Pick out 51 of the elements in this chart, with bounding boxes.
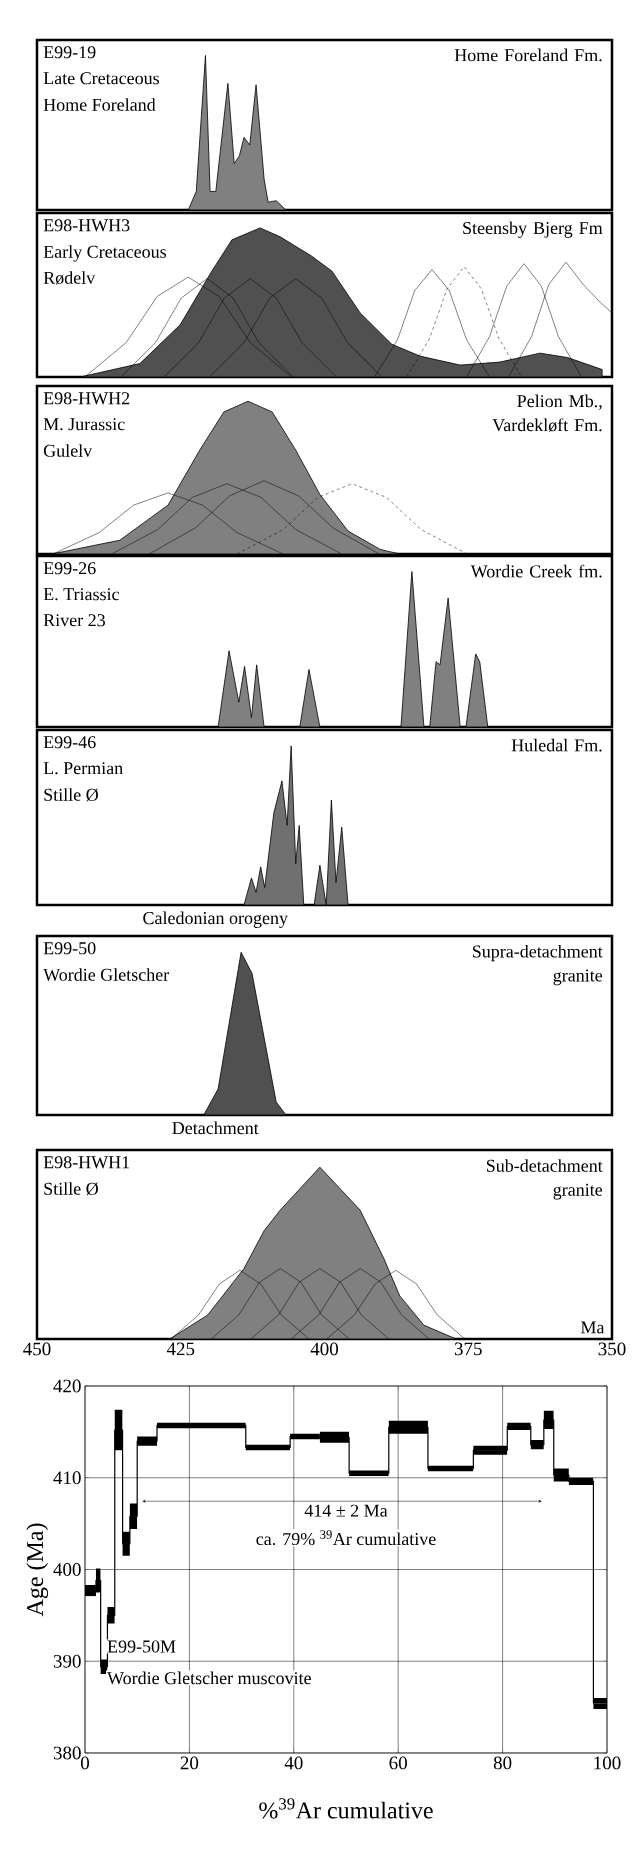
x-tick-label: 350 — [598, 1342, 626, 1356]
annotation: E99-50 — [43, 942, 96, 955]
y-tick-label: 390 — [53, 1654, 81, 1668]
x-tick-label: 40 — [284, 1756, 303, 1770]
chart-title: Pelion Mb., Vardekløft Fm. — [492, 394, 602, 432]
chart-title: Supra-detachment granite — [472, 944, 603, 986]
annotation: E99-46 — [43, 736, 96, 749]
chart-title: Home Foreland Fm. — [454, 48, 602, 62]
x-axis-title: Ma — [580, 1321, 605, 1334]
annotation: Late Cretaceous — [43, 72, 159, 85]
annotation: ca. 79% $^{39}$Ar cumulative — [256, 1530, 436, 1546]
annotation: Stille Ø — [44, 788, 98, 802]
annotation: Gulelv — [43, 444, 93, 457]
annotation: E98-HWH2 — [43, 392, 130, 405]
annotation: E99-26 — [43, 562, 96, 575]
annotation: L. Permian — [43, 762, 123, 775]
annotation: Home Foreland — [43, 98, 156, 111]
annotation: Wordie Gletscher muscovite — [107, 1671, 311, 1685]
y-tick-label: 400 — [53, 1563, 81, 1576]
x-tick-label: 20 — [180, 1756, 199, 1770]
x-tick-label: 450 — [23, 1342, 51, 1356]
x-axis-title: %$^{39}$Ar cumulative — [259, 1798, 433, 1819]
annotation: E99-19 — [43, 46, 96, 59]
annotation: E98-HWH1 — [43, 1156, 130, 1169]
chart-title: Wordie Creek fm. — [470, 564, 602, 578]
y-tick-label: 380 — [53, 1746, 81, 1760]
x-tick-label: 100 — [594, 1756, 621, 1770]
annotation: River 23 — [43, 614, 105, 627]
annotation: Early Cretaceous — [43, 245, 166, 262]
y-tick-label: 410 — [53, 1471, 81, 1485]
y-tick-label: 420 — [53, 1379, 81, 1393]
annotation: E98-HWH3 — [43, 219, 130, 232]
x-tick-label: 425 — [166, 1342, 195, 1356]
chart-title: Sub-detachment granite — [486, 1159, 603, 1200]
chart-title: Steensby Bjerg Fm — [463, 221, 603, 238]
annotation: E. Triassic — [43, 588, 119, 601]
x-axis-title: Detachment — [172, 1121, 259, 1135]
chart-title: Huledal Fm. — [511, 738, 602, 752]
annotation: E99-50M — [107, 1640, 176, 1653]
x-tick-label: 0 — [80, 1756, 90, 1770]
annotation: M. Jurassic — [43, 418, 125, 431]
annotation: 414 ± 2 Ma — [304, 1504, 388, 1517]
y-axis-title: Age (Ma) — [26, 1523, 49, 1617]
x-tick-label: 400 — [310, 1342, 339, 1356]
x-tick-label: 60 — [389, 1756, 407, 1770]
annotation: Wordie Gletscher — [43, 968, 170, 981]
x-axis-title: Caledonian orogeny — [143, 911, 288, 928]
annotation: Rødelv — [43, 271, 96, 285]
x-tick-label: 375 — [454, 1342, 482, 1356]
annotation: Stille Ø — [44, 1182, 98, 1196]
x-tick-label: 80 — [493, 1756, 512, 1770]
